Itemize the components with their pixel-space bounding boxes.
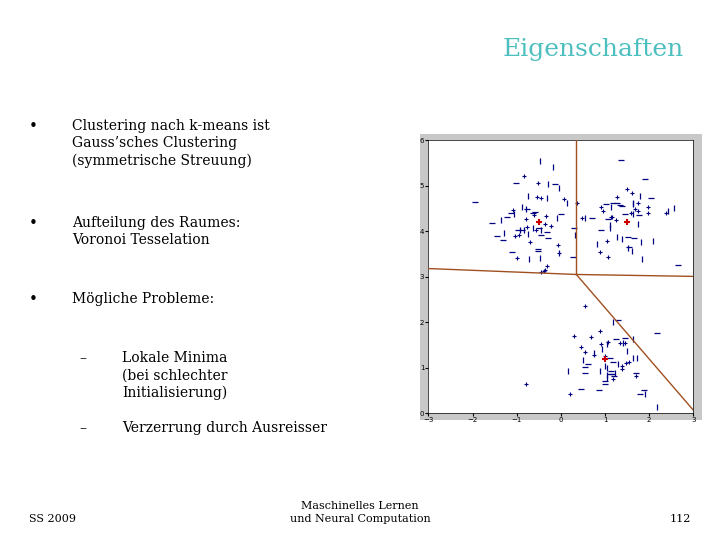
Text: •: • (29, 292, 37, 307)
Text: Mögliche Probleme:: Mögliche Probleme: (72, 292, 214, 306)
Text: Verzerrung durch Ausreisser: Verzerrung durch Ausreisser (122, 421, 328, 435)
Text: –: – (79, 351, 86, 365)
Text: SS 2009: SS 2009 (29, 514, 76, 524)
Text: Aufteilung des Raumes:
Voronoi Tesselation: Aufteilung des Raumes: Voronoi Tesselati… (72, 216, 240, 247)
Text: •: • (29, 119, 37, 134)
Text: Maschinelles Lernen
und Neural Computation: Maschinelles Lernen und Neural Computati… (289, 502, 431, 524)
Text: Lokale Minima
(bei schlechter
Initialisierung): Lokale Minima (bei schlechter Initialisi… (122, 351, 228, 400)
Text: •: • (29, 216, 37, 231)
Text: –: – (79, 421, 86, 435)
Text: Eigenschaften: Eigenschaften (503, 38, 684, 61)
Text: 112: 112 (670, 514, 691, 524)
Text: Clustering nach k-means ist
Gauss’sches Clustering
(symmetrische Streuung): Clustering nach k-means ist Gauss’sches … (72, 119, 270, 168)
